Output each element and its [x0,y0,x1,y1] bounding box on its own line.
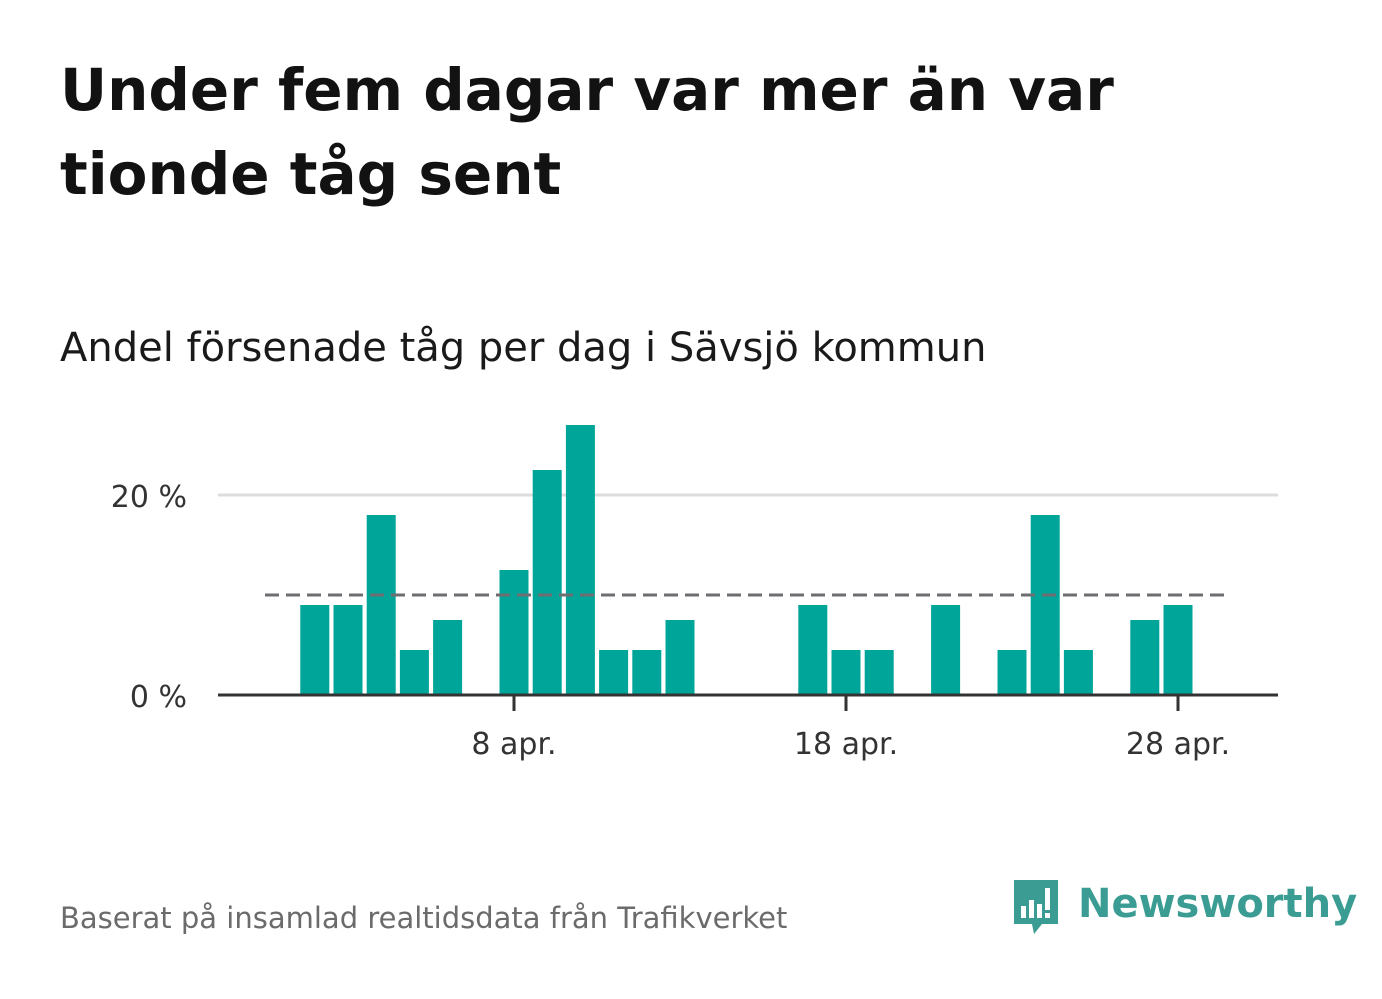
bar-apr-21 [931,605,961,695]
bar-chart-speech-bubble-icon [1014,880,1058,934]
bar-apr-3 [333,605,363,695]
axes [218,693,1278,711]
bar-apr-10 [565,425,595,695]
bar-apr-19 [864,650,894,695]
y-tick-label: 20 % [111,480,187,515]
bar-apr-24 [1030,515,1060,695]
brand-name: Newsworthy [1078,881,1358,927]
bar-apr-17 [798,605,828,695]
chart-subtitle: Andel försenade tåg per dag i Sävsjö kom… [60,325,987,371]
bar-apr-18 [831,650,861,695]
tick-labels: 0 % 20 % 8 apr. 18 apr. 28 apr. [111,480,1230,762]
bar-apr-12 [632,650,662,695]
bar-apr-5 [399,650,429,695]
bar-apr-4 [366,515,396,695]
bar-apr-9 [532,470,562,695]
bar-apr-6 [433,620,463,695]
x-tick-label: 28 apr. [1126,727,1230,762]
bars [300,425,1193,695]
brand: Newsworthy [1010,876,1357,940]
chart-title: Under fem dagar var mer än var tionde tå… [60,56,1114,208]
x-tick-label: 8 apr. [471,727,556,762]
bar-apr-2 [300,605,330,695]
bar-apr-25 [1063,650,1093,695]
bar-apr-23 [997,650,1027,695]
source-note: Baserat på insamlad realtidsdata från Tr… [60,901,788,935]
bar-apr-27 [1130,620,1160,695]
bar-apr-28 [1163,605,1193,695]
bar-apr-13 [665,620,695,695]
y-tick-label: 0 % [130,680,187,715]
bar-apr-11 [599,650,629,695]
x-tick-label: 18 apr. [794,727,898,762]
bar-apr-8 [499,570,529,695]
